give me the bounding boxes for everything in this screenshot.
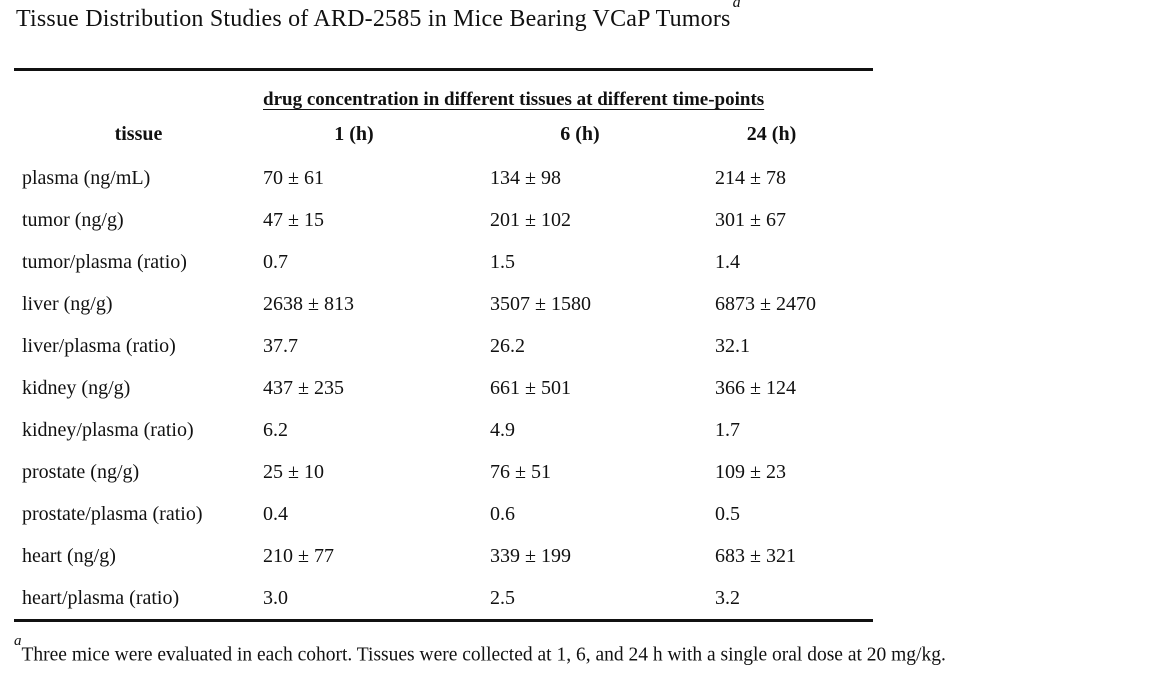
value-cell: 0.6	[490, 502, 515, 525]
tissue-label: heart/plasma (ratio)	[22, 586, 180, 609]
value-cell: 0.4	[263, 502, 288, 525]
value-cell: 1.4	[715, 250, 740, 273]
tissue-label: kidney/plasma (ratio)	[22, 418, 194, 441]
value-cell: 3507 ± 1580	[490, 292, 591, 315]
span-header-row: drug concentration in different tissues …	[14, 70, 873, 112]
table-row: kidney/plasma (ratio) 6.2 4.9 1.7	[14, 409, 873, 451]
value-cell: 661 ± 501	[490, 376, 571, 399]
tissue-label: plasma (ng/mL)	[22, 166, 151, 189]
value-cell: 3.0	[263, 586, 288, 609]
tissue-label: tumor (ng/g)	[22, 208, 124, 231]
column-header-1h: 1 (h)	[334, 122, 374, 145]
table-row: liver/plasma (ratio) 37.7 26.2 32.1	[14, 325, 873, 367]
value-cell: 0.5	[715, 502, 740, 525]
value-cell: 70 ± 61	[263, 166, 324, 189]
table-header: drug concentration in different tissues …	[14, 70, 873, 158]
column-header-tissue: tissue	[114, 122, 163, 145]
tissue-label: liver (ng/g)	[22, 292, 113, 315]
table-body: plasma (ng/mL) 70 ± 61 134 ± 98 214 ± 78 tum…	[14, 157, 873, 621]
value-cell: 4.9	[490, 418, 515, 441]
value-cell: 32.1	[715, 334, 750, 357]
value-cell: 0.7	[263, 250, 288, 273]
table-row: liver (ng/g) 2638 ± 813 3507 ± 1580 6873 ± …	[14, 283, 873, 325]
value-cell: 201 ± 102	[490, 208, 571, 231]
column-header-row: tissue 1 (h) 6 (h) 24 (h)	[14, 111, 873, 157]
table-row: kidney (ng/g) 437 ± 235 661 ± 501 366 ± 124	[14, 367, 873, 409]
tissue-label: heart (ng/g)	[22, 544, 116, 567]
value-cell: 26.2	[490, 334, 525, 357]
value-cell: 134 ± 98	[490, 166, 561, 189]
table-row: plasma (ng/mL) 70 ± 61 134 ± 98 214 ± 78	[14, 157, 873, 199]
title-text: Tissue Distribution Studies of ARD-2585 …	[16, 6, 731, 32]
value-cell: 683 ± 321	[715, 544, 796, 567]
value-cell: 301 ± 67	[715, 208, 786, 231]
footnote-marker: a	[14, 633, 22, 649]
column-header-6h: 6 (h)	[560, 122, 600, 145]
title-footnote-marker: a	[732, 0, 741, 11]
footnote: aThree mice were evaluated in each cohor…	[14, 633, 946, 667]
value-cell: 210 ± 77	[263, 544, 334, 567]
tissue-label: prostate/plasma (ratio)	[22, 502, 203, 525]
table-row: heart/plasma (ratio) 3.0 2.5 3.2	[14, 577, 873, 621]
tissue-label: kidney (ng/g)	[22, 376, 131, 399]
value-cell: 1.5	[490, 250, 515, 273]
span-header-cell: drug concentration in different tissues …	[263, 70, 873, 112]
value-cell: 109 ± 23	[715, 460, 786, 483]
table-span-header: drug concentration in different tissues …	[263, 89, 765, 110]
table-row: prostate (ng/g) 25 ± 10 76 ± 51 109 ± 23	[14, 451, 873, 493]
value-cell: 437 ± 235	[263, 376, 344, 399]
table-row: tumor (ng/g) 47 ± 15 201 ± 102 301 ± 67	[14, 199, 873, 241]
value-cell: 6873 ± 2470	[715, 292, 816, 315]
value-cell: 25 ± 10	[263, 460, 324, 483]
value-cell: 339 ± 199	[490, 544, 571, 567]
value-cell: 214 ± 78	[715, 166, 786, 189]
value-cell: 37.7	[263, 334, 298, 357]
value-cell: 3.2	[715, 586, 740, 609]
column-header-24h: 24 (h)	[746, 122, 797, 145]
value-cell: 76 ± 51	[490, 460, 551, 483]
tissue-distribution-table: drug concentration in different tissues …	[14, 68, 874, 622]
value-cell: 6.2	[263, 418, 288, 441]
span-header-spacer	[14, 70, 263, 112]
page-title: Tissue Distribution Studies of ARD-2585 …	[16, 0, 741, 33]
tissue-label: liver/plasma (ratio)	[22, 334, 176, 357]
table-row: heart (ng/g) 210 ± 77 339 ± 199 683 ± 321	[14, 535, 873, 577]
value-cell: 366 ± 124	[715, 376, 796, 399]
tissue-label: tumor/plasma (ratio)	[22, 250, 187, 273]
value-cell: 2.5	[490, 586, 515, 609]
value-cell: 2638 ± 813	[263, 292, 354, 315]
value-cell: 1.7	[715, 418, 740, 441]
tissue-label: prostate (ng/g)	[22, 460, 140, 483]
table-row: prostate/plasma (ratio) 0.4 0.6 0.5	[14, 493, 873, 535]
value-cell: 47 ± 15	[263, 208, 324, 231]
table-row: tumor/plasma (ratio) 0.7 1.5 1.4	[14, 241, 873, 283]
footnote-text: Three mice were evaluated in each cohort…	[21, 644, 946, 666]
